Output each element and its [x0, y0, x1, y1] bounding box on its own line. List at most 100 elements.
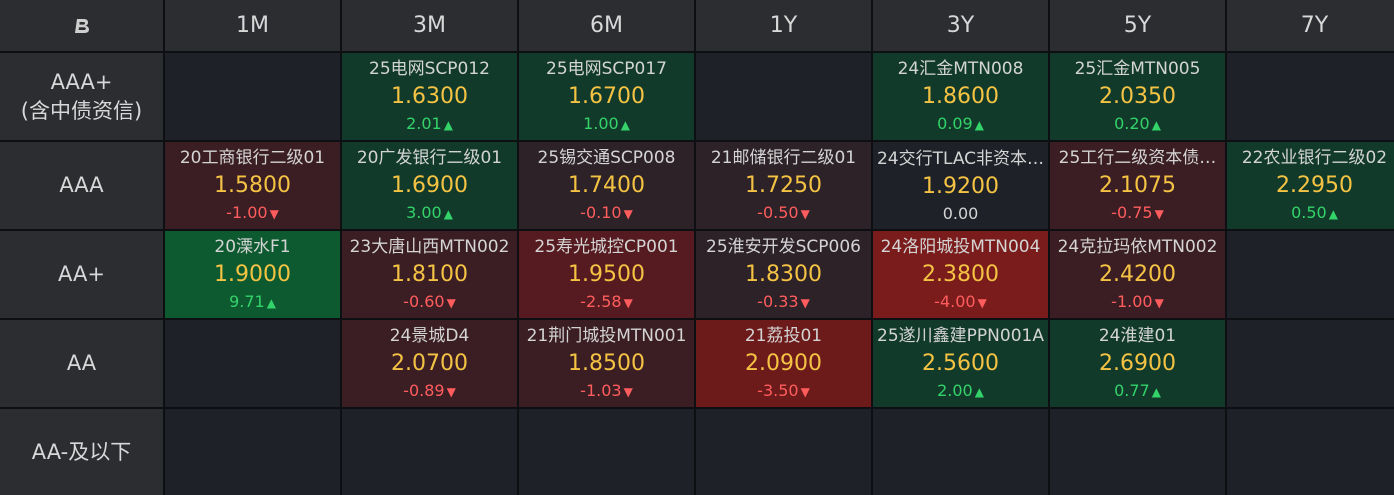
rating-label-line: AAA+ — [50, 69, 113, 94]
rate-change-value: -0.50 — [757, 203, 799, 222]
bond-cell[interactable]: 20广发银行二级01 1.6900 3.00 ▲ — [342, 142, 517, 229]
rate-change: 1.00 ▲ — [583, 113, 630, 136]
rate-change-value: 1.00 — [583, 114, 619, 133]
bond-cell[interactable]: 20溧水F1 1.9000 9.71 ▲ — [165, 231, 340, 318]
bond-name: 23大唐山西MTN002 — [349, 237, 510, 257]
empty-cell — [1227, 409, 1394, 495]
bond-cell[interactable]: 25寿光城控CP001 1.9500 -2.58 ▼ — [519, 231, 694, 318]
triangle-up-icon: ▲ — [974, 118, 984, 132]
rate-change: 0.00 — [943, 203, 979, 225]
rate-change-value: 0.77 — [1114, 381, 1150, 400]
bond-cell[interactable]: 24淮建01 2.6900 0.77 ▲ — [1050, 320, 1225, 407]
rate-change-value: 0.50 — [1291, 203, 1327, 222]
bond-name: 24克拉玛依MTN002 — [1057, 237, 1218, 257]
bond-cell[interactable]: 24洛阳城投MTN004 2.3800 -4.00 ▼ — [873, 231, 1048, 318]
bond-cell[interactable]: 21荆门城投MTN001 1.8500 -1.03 ▼ — [519, 320, 694, 407]
bond-cell[interactable]: 24交行TLAC非资本… 1.9200 0.00 — [873, 142, 1048, 229]
bond-cell[interactable]: 25工行二级资本债… 2.1075 -0.75 ▼ — [1050, 142, 1225, 229]
rate-change-value: 0.00 — [942, 203, 979, 223]
empty-cell — [1227, 53, 1394, 140]
brand-b-icon[interactable] — [73, 17, 91, 35]
bond-cell[interactable]: 20工商银行二级01 1.5800 -1.00 ▼ — [165, 142, 340, 229]
bond-cell[interactable]: 24景城D4 2.0700 -0.89 ▼ — [342, 320, 517, 407]
rate-change: -4.00 ▼ — [934, 291, 987, 314]
tenor-header-3y[interactable]: 3Y — [873, 0, 1048, 51]
triangle-up-icon: ▲ — [974, 385, 984, 399]
bond-name: 25工行二级资本债… — [1058, 148, 1217, 168]
rating-label: AAA — [0, 142, 163, 229]
empty-cell — [165, 409, 340, 495]
triangle-down-icon: ▼ — [800, 385, 810, 399]
empty-cell — [165, 320, 340, 407]
bond-rate: 1.6700 — [568, 84, 645, 109]
tenor-header-7y[interactable]: 7Y — [1227, 0, 1394, 51]
tenor-header-1m[interactable]: 1M — [165, 0, 340, 51]
triangle-down-icon: ▼ — [977, 296, 987, 310]
bond-cell[interactable]: 22农业银行二级02 2.2950 0.50 ▲ — [1227, 142, 1394, 229]
tenor-header-5y[interactable]: 5Y — [1050, 0, 1225, 51]
rate-change: 3.00 ▲ — [406, 202, 453, 225]
bond-cell[interactable]: 24克拉玛依MTN002 2.4200 -1.00 ▼ — [1050, 231, 1225, 318]
rating-label-line: AA+ — [58, 262, 105, 286]
rate-change: -3.50 ▼ — [757, 380, 810, 403]
bond-cell[interactable]: 21荔投01 2.0900 -3.50 ▼ — [696, 320, 871, 407]
rate-change: -0.89 ▼ — [403, 380, 456, 403]
bond-cell[interactable]: 21邮储银行二级01 1.7250 -0.50 ▼ — [696, 142, 871, 229]
bond-rate: 1.9500 — [568, 262, 645, 287]
bond-name: 24淮建01 — [1098, 326, 1177, 346]
rate-change: 0.09 ▲ — [937, 113, 984, 136]
bond-cell[interactable]: 23大唐山西MTN002 1.8100 -0.60 ▼ — [342, 231, 517, 318]
bond-name: 25锡交通SCP008 — [537, 148, 676, 168]
triangle-down-icon: ▼ — [800, 207, 810, 221]
bond-rate: 1.9000 — [214, 262, 291, 287]
bond-name: 24汇金MTN008 — [897, 59, 1024, 79]
empty-cell — [696, 53, 871, 140]
bond-name: 21邮储银行二级01 — [710, 148, 857, 168]
empty-cell — [1227, 231, 1394, 318]
triangle-down-icon: ▼ — [1154, 296, 1164, 310]
triangle-up-icon: ▲ — [1151, 118, 1161, 132]
bond-rate: 1.8600 — [922, 84, 999, 109]
rating-label: AA — [0, 320, 163, 407]
bond-name: 25寿光城控CP001 — [534, 237, 679, 257]
tenor-header-3m[interactable]: 3M — [342, 0, 517, 51]
bond-cell[interactable]: 25汇金MTN005 2.0350 0.20 ▲ — [1050, 53, 1225, 140]
tenor-header-6m[interactable]: 6M — [519, 0, 694, 51]
rate-change-value: -2.58 — [580, 292, 622, 311]
rate-change: 0.50 ▲ — [1291, 202, 1338, 225]
tenor-header-1y[interactable]: 1Y — [696, 0, 871, 51]
bond-cell[interactable]: 25锡交通SCP008 1.7400 -0.10 ▼ — [519, 142, 694, 229]
rate-change: -1.03 ▼ — [580, 380, 633, 403]
rate-change: 9.71 ▲ — [229, 291, 276, 314]
rate-change: 0.20 ▲ — [1114, 113, 1161, 136]
bond-name: 20广发银行二级01 — [356, 148, 503, 168]
rate-change: -1.00 ▼ — [1111, 291, 1164, 314]
bond-name: 21荔投01 — [744, 326, 823, 346]
bond-cell[interactable]: 24汇金MTN008 1.8600 0.09 ▲ — [873, 53, 1048, 140]
bond-name: 25淮安开发SCP006 — [706, 237, 861, 257]
bond-name: 21荆门城投MTN001 — [526, 326, 687, 346]
rate-change: 2.00 ▲ — [937, 380, 984, 403]
empty-cell — [342, 409, 517, 495]
empty-cell — [165, 53, 340, 140]
bond-name: 24交行TLAC非资本… — [876, 148, 1045, 169]
bond-name: 25遂川鑫建PPN001A — [877, 326, 1044, 346]
bond-cell[interactable]: 25遂川鑫建PPN001A 2.5600 2.00 ▲ — [873, 320, 1048, 407]
empty-cell — [1227, 320, 1394, 407]
triangle-up-icon: ▲ — [1328, 207, 1338, 221]
triangle-down-icon: ▼ — [623, 385, 633, 399]
rating-label: AA-及以下 — [0, 409, 163, 495]
bond-cell[interactable]: 25淮安开发SCP006 1.8300 -0.33 ▼ — [696, 231, 871, 318]
empty-cell — [873, 409, 1048, 495]
rate-change-value: -1.00 — [226, 203, 268, 222]
rate-change: -0.75 ▼ — [1111, 202, 1164, 225]
bond-rate: 1.8100 — [391, 262, 468, 287]
bond-rate: 2.4200 — [1099, 262, 1176, 287]
bond-cell[interactable]: 25电网SCP017 1.6700 1.00 ▲ — [519, 53, 694, 140]
bond-rate: 1.8300 — [745, 262, 822, 287]
bond-rate: 2.1075 — [1099, 173, 1176, 198]
empty-cell — [1050, 409, 1225, 495]
bond-cell[interactable]: 25电网SCP012 1.6300 2.01 ▲ — [342, 53, 517, 140]
bond-rate: 2.6900 — [1099, 351, 1176, 376]
